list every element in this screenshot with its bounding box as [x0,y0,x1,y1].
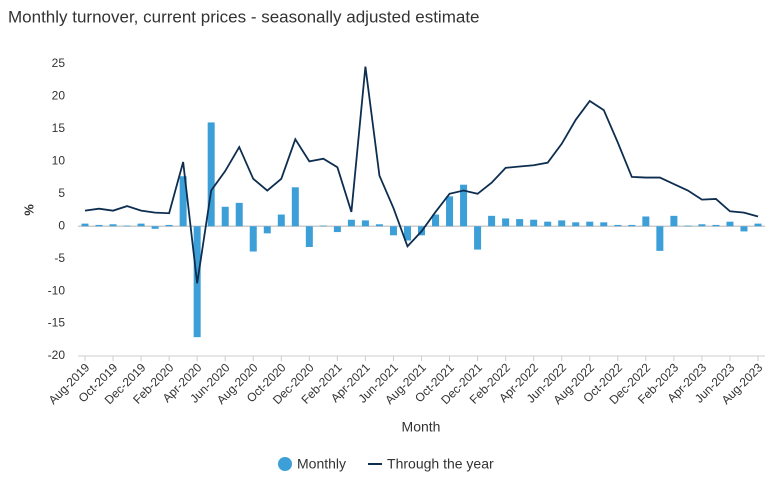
bar [572,222,580,227]
bar [389,226,397,236]
y-tick-label: -20 [48,348,66,362]
bar [474,226,482,250]
line [84,66,759,284]
y-tick-label: 10 [52,154,66,168]
bar [488,215,496,227]
bar [614,224,622,227]
y-tick-label: 20 [52,89,66,103]
bar [544,221,552,227]
y-tick-label: 5 [58,186,65,200]
bar [109,224,117,227]
bar [165,224,173,227]
bar [249,226,257,252]
y-tick-label: 15 [52,121,66,135]
y-tick-label: -5 [54,251,65,265]
bar [642,216,650,227]
bar [305,226,313,247]
legend-label: Through the year [387,456,494,472]
bar [361,220,369,227]
y-tick-label: 25 [52,56,66,70]
bar [698,224,706,227]
legend-swatch [278,457,292,471]
legend-label: Monthly [297,456,346,472]
bar [432,214,440,227]
bar [530,219,538,227]
bar [516,219,524,227]
bar [558,220,566,227]
bar [179,176,187,227]
bar [502,218,510,227]
bar [81,223,89,227]
y-tick-label: -15 [48,316,66,330]
bar [207,122,215,227]
bar [235,202,243,227]
y-tick-label: 0 [58,218,65,232]
bar [726,221,734,227]
bar [403,226,411,241]
bar [95,224,103,227]
bar [123,225,131,227]
bar [151,226,159,229]
bar [670,215,678,227]
y-tick-label: -10 [48,283,66,297]
bar [754,223,762,227]
bar [656,226,664,251]
bar [291,187,299,227]
chart-title: Monthly turnover, current prices - seaso… [8,7,480,26]
bar [221,206,229,227]
bar [347,219,355,227]
bar [263,226,271,234]
bar [319,225,327,227]
x-axis-label: Month [402,419,441,435]
bar [460,184,468,227]
bar [375,224,383,227]
bar [628,224,636,227]
y-axis-label: % [21,204,36,216]
bar [712,224,720,227]
bar [600,222,608,227]
bar [684,225,692,227]
bar [740,226,748,232]
bar [586,221,594,227]
bar [137,223,145,227]
bar [446,196,454,227]
bar [277,214,285,227]
bar [333,226,341,233]
